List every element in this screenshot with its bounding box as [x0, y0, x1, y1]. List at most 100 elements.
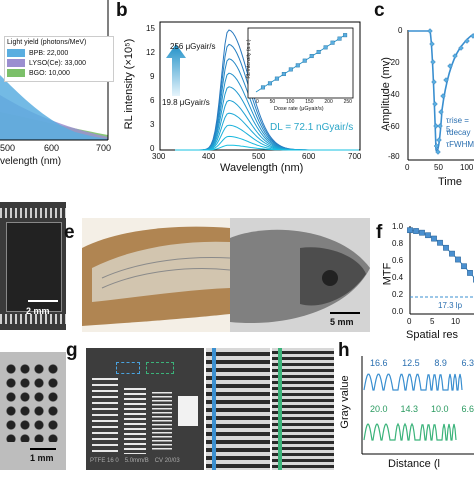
legend-item-lyso: LYSO(Ce): 33,000 — [7, 59, 111, 67]
fish-xray — [230, 218, 370, 332]
panel-e-letter: e — [64, 222, 75, 244]
pulse-data-point — [433, 102, 438, 107]
panel-b-ytick-12: 12 — [146, 48, 155, 57]
panel-g-zoom-1 — [206, 348, 270, 470]
mtf-data-point — [443, 245, 448, 250]
mtf-data-point — [461, 264, 466, 269]
panel-a-xtick-600: 600 — [44, 143, 59, 153]
panel-c-ytick-60: -60 — [388, 122, 400, 131]
inset-data-point — [324, 46, 328, 50]
panel-a: Light yield (photons/MeV) BPB: 22,000 LY… — [0, 0, 110, 160]
panel-b-ylabel: RL intensity (×10⁵) — [123, 29, 135, 139]
panel-c: Amplitude (mv) 0 -20 -40 -60 -80 0 50 10… — [378, 0, 474, 200]
panel-a-xlabel: velength (nm) — [0, 156, 61, 167]
inset-data-point — [289, 68, 293, 72]
panel-b-inset-xticks: 0 50 100 150 200 250 — [256, 99, 352, 105]
panel-c-xtick-50: 50 — [434, 163, 443, 172]
blue-value-3: 8.9 — [434, 358, 447, 368]
fish-photo — [82, 218, 230, 332]
panel-h-ylabel: Gray value — [339, 367, 351, 437]
inset-xtick-50: 50 — [270, 99, 276, 105]
panel-a-xtick-700: 700 — [96, 143, 111, 153]
panel-g-caption-2: 5.0mm/B — [125, 458, 149, 464]
panel-b-xtick-300: 300 — [152, 152, 165, 161]
panel-c-tau-decay: τdecay — [446, 128, 471, 137]
inset-data-point — [261, 86, 265, 90]
panel-b-ytick-9: 9 — [150, 72, 154, 81]
mtf-data-point — [419, 230, 424, 235]
inset-data-point — [331, 41, 335, 45]
inset-data-point — [310, 54, 314, 58]
line-pair-group — [152, 392, 172, 452]
legend-label-bpb: BPB: 22,000 — [29, 50, 68, 57]
panel-f-xtick-10: 10 — [451, 317, 460, 326]
panel-e-photo — [82, 218, 230, 332]
panel-g-image: PTFE 16 0 5.0mm/B CV 20/03 — [86, 348, 204, 470]
panel-a-legend: Light yield (photons/MeV) BPB: 22,000 LY… — [4, 36, 114, 82]
inset-data-point — [275, 77, 279, 81]
panel-f-ytick-1: 1.0 — [392, 222, 403, 231]
line-pair-group — [124, 388, 146, 454]
panel-b-bottom-label: 19.8 μGyair/s — [162, 98, 210, 107]
panel-e-xray: 5 mm — [230, 218, 370, 332]
panel-b-dl-label: DL = 72.1 nGyair/s — [270, 122, 353, 133]
panel-h-blue-values: 16.6 12.5 8.9 6.3 — [370, 358, 474, 368]
panel-b-xlabel: Wavelength (nm) — [220, 162, 303, 174]
panel-bottom-left-image: 1 mm — [0, 352, 66, 470]
inset-data-point — [338, 37, 342, 41]
pulse-data-point — [465, 39, 470, 44]
panel-b-inset-xlabel: Dose rate (μGyair/s) — [274, 106, 324, 112]
mtf-data-point — [431, 236, 436, 241]
inset-data-point — [282, 72, 286, 76]
blue-value-1: 16.6 — [370, 358, 388, 368]
bl-scale-bar-line — [30, 448, 56, 450]
green-value-3: 10.0 — [431, 404, 449, 414]
panel-a-xtick-500: 500 — [0, 143, 15, 153]
panel-f-ytick-00: 0.0 — [392, 307, 403, 316]
panel-f-xtick-5: 5 — [430, 317, 434, 326]
panel-b: 256 μGyair/s 19.8 μGyair/s DL = 72.1 nGy… — [118, 0, 370, 180]
mtf-line — [410, 230, 474, 292]
panel-f-ytick-04: 0.4 — [392, 273, 403, 282]
panel-b-inset-ylabel: RL intensity (a.u.) — [246, 24, 252, 94]
inset-data-point — [303, 59, 307, 63]
inset-xtick-0: 0 — [256, 99, 259, 105]
bl-scale-bar-label: 1 mm — [30, 453, 54, 463]
panel-h-blue-profile — [364, 374, 462, 390]
panel-c-ytick-0: 0 — [398, 26, 402, 35]
panel-f-points — [407, 228, 474, 295]
dashed-box-green — [146, 362, 174, 374]
panel-c-tau-fwhm: τFWHM — [446, 140, 474, 149]
panel-h: Gray value 16.6 12.5 8.9 6.3 20.0 14.3 1… — [340, 348, 474, 474]
panel-h-green-profile — [364, 424, 456, 440]
legend-item-bgo: BGO: 10,000 — [7, 69, 111, 77]
legend-swatch-lyso — [7, 59, 25, 67]
fish-xray-eye — [322, 270, 338, 286]
dashed-box-blue — [116, 362, 140, 374]
legend-swatch-bpb — [7, 49, 25, 57]
panel-f-ytick-02: 0.2 — [392, 290, 403, 299]
green-value-2: 14.3 — [400, 404, 418, 414]
mtf-data-point — [467, 270, 472, 275]
panel-e-scale-bar-label: 5 mm — [330, 317, 354, 327]
pulse-data-point — [431, 60, 436, 65]
panel-c-ytick-20: -20 — [388, 58, 400, 67]
panel-h-xlabel: Distance (l — [388, 458, 440, 470]
inset-xtick-100: 100 — [286, 99, 294, 105]
panel-c-xtick-0: 0 — [405, 163, 409, 172]
pulse-data-point — [432, 80, 437, 85]
legend-label-lyso: LYSO(Ce): 33,000 — [29, 60, 86, 67]
inset-xtick-250: 250 — [344, 99, 352, 105]
pulse-data-point — [430, 42, 435, 47]
panel-f-annotation: 17.3 lp — [438, 301, 462, 310]
panel-b-xtick-600: 600 — [302, 152, 315, 161]
pulse-data-point — [428, 29, 433, 34]
panel-b-ytick-15: 15 — [146, 24, 155, 33]
panel-f: MTF 1.0 0.8 0.6 0.4 0.2 0.0 0 5 10 Spati… — [378, 218, 474, 344]
green-value-1: 20.0 — [370, 404, 388, 414]
blue-value-4: 6.3 — [461, 358, 474, 368]
chip-die — [6, 222, 62, 312]
mtf-data-point — [437, 240, 442, 245]
panel-b-top-label: 256 μGyair/s — [170, 42, 216, 51]
inset-xtick-200: 200 — [324, 99, 332, 105]
